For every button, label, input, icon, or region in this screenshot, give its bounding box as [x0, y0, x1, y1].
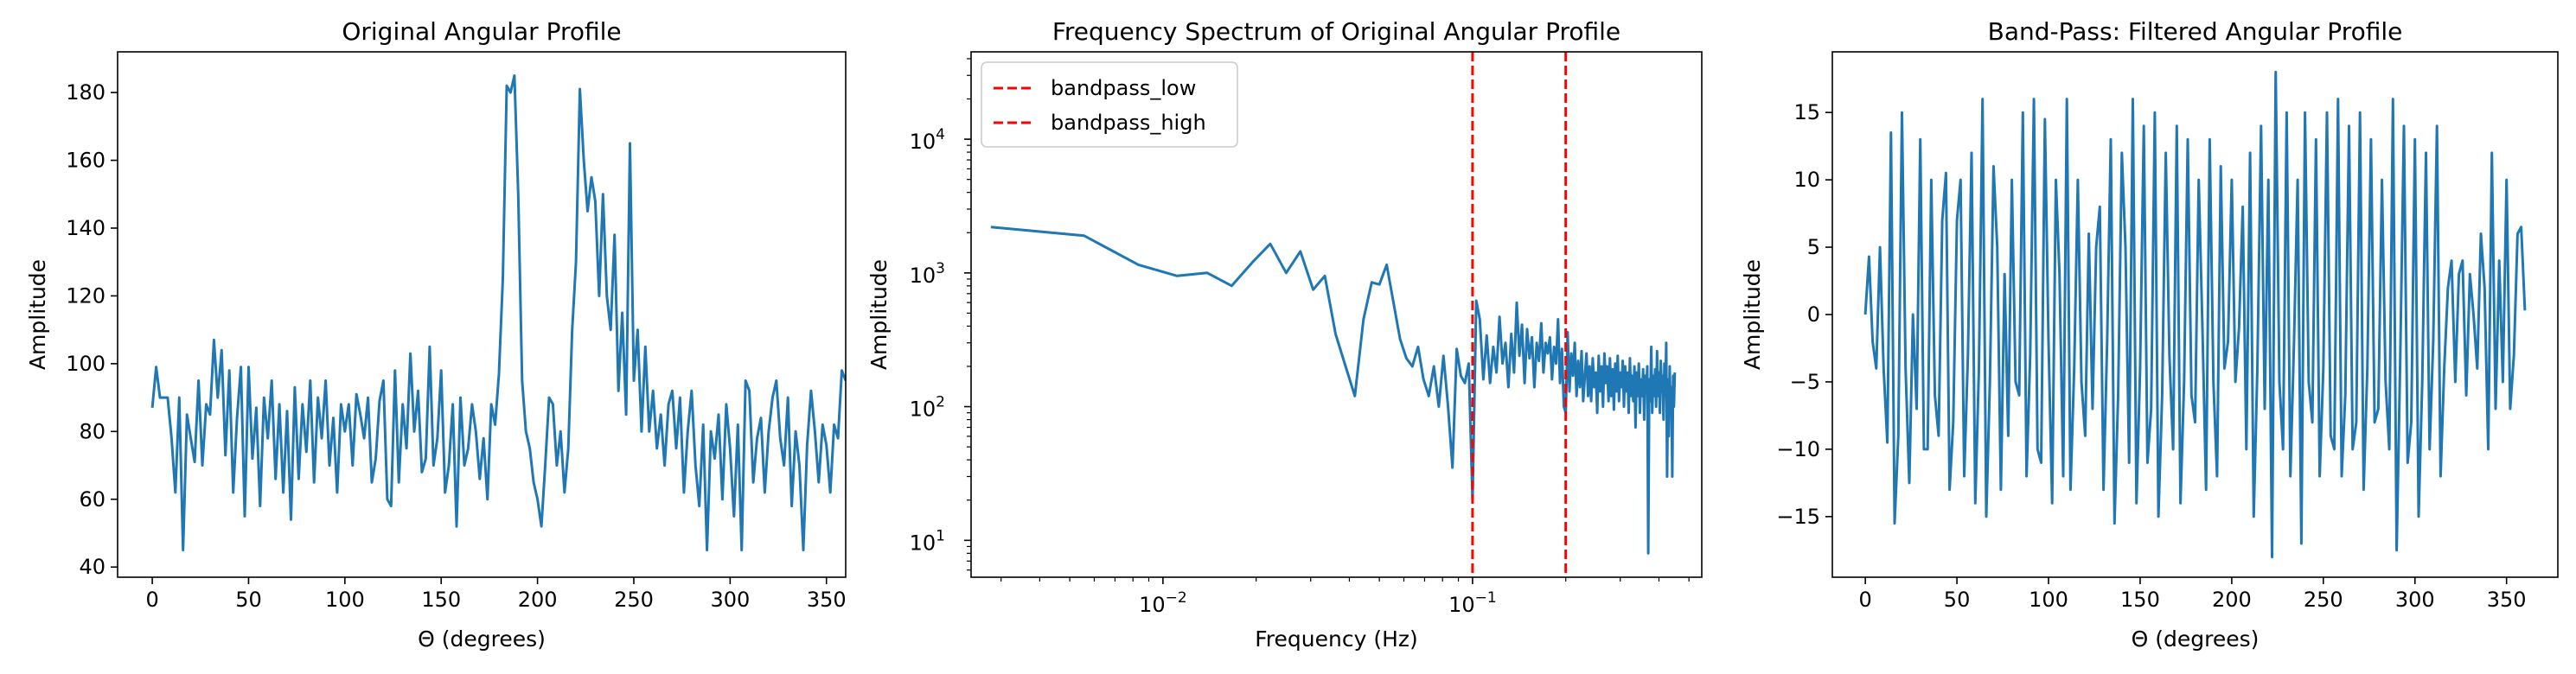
x-tick-label: 200: [2212, 588, 2252, 612]
y-tick-label: −10: [1776, 437, 1820, 461]
y-tick-label-exponent: 2: [936, 394, 945, 411]
x-tick-label: 350: [2487, 588, 2527, 612]
x-tick-label: 200: [518, 588, 558, 612]
y-axis-label: Amplitude: [866, 259, 892, 370]
y-tick-label: 60: [79, 487, 105, 512]
y-tick-label: 160: [66, 149, 105, 173]
y-tick-label-base: 10: [910, 531, 936, 555]
y-tick-label: 103: [910, 260, 945, 288]
y-tick-label-base: 10: [910, 264, 936, 288]
y-tick-label: −15: [1776, 505, 1820, 529]
y-tick-label: 5: [1807, 235, 1820, 259]
x-tick-label: 150: [421, 588, 461, 612]
legend-box: [981, 61, 1238, 148]
y-tick-label: 101: [910, 527, 945, 555]
y-tick-label: 100: [66, 352, 105, 376]
x-tick-label: 300: [2395, 588, 2435, 612]
x-tick-label: 100: [325, 588, 365, 612]
x-axis-label: Θ (degrees): [2132, 626, 2260, 652]
y-tick-label: 102: [910, 394, 945, 422]
legend: bandpass_low bandpass_high: [981, 61, 1238, 148]
x-tick-label-base: 10: [1139, 593, 1166, 617]
x-tick-label: 50: [1944, 588, 1971, 612]
y-tick-label-base: 10: [910, 130, 936, 154]
y-tick-label: 104: [910, 126, 945, 154]
chart-title: Frequency Spectrum of Original Angular P…: [1052, 17, 1620, 46]
y-tick-label-exponent: 3: [936, 260, 945, 277]
axes-frame: [117, 51, 847, 578]
x-tick-label: 10−2: [1139, 589, 1187, 617]
x-tick-label: 300: [710, 588, 750, 612]
x-tick-label-exponent: −1: [1475, 589, 1497, 607]
y-axis-label: Amplitude: [1740, 259, 1765, 370]
y-tick-label-exponent: 1: [936, 527, 945, 544]
y-tick-label: 0: [1807, 302, 1820, 327]
axes-frame: [970, 51, 1703, 578]
y-tick-label: 180: [66, 80, 105, 105]
y-tick-label: 10: [1793, 168, 1820, 192]
legend-label: bandpass_high: [1051, 111, 1206, 135]
y-tick-label-base: 10: [910, 397, 936, 422]
x-tick-label: 250: [614, 588, 654, 612]
series-line-1: [1863, 70, 2527, 559]
y-tick-label-exponent: 4: [936, 126, 945, 143]
x-tick-label: 250: [2304, 588, 2343, 612]
y-axis-label: Amplitude: [25, 259, 50, 370]
legend-label: bandpass_low: [1051, 76, 1196, 100]
x-tick-label: 0: [1858, 588, 1871, 612]
x-tick-label: 10−1: [1448, 589, 1497, 617]
chart-title: Original Angular Profile: [342, 17, 621, 46]
x-tick-label: 0: [145, 588, 158, 612]
series-line-1: [150, 74, 846, 552]
series-line-1: [990, 226, 1677, 555]
y-tick-label: −5: [1790, 370, 1820, 394]
chart-panel-1: Original Angular Profile 0 50 100 150 200 250 3…: [25, 17, 847, 652]
y-tick-label: 40: [79, 555, 105, 579]
x-tick-label: 150: [2120, 588, 2160, 612]
x-tick-label-exponent: −2: [1166, 589, 1187, 607]
x-tick-label-base: 10: [1448, 593, 1475, 617]
x-axis-label: Θ (degrees): [418, 626, 546, 652]
y-tick-label: 120: [66, 283, 105, 308]
y-tick-label: 140: [66, 216, 105, 240]
x-tick-label: 100: [2029, 588, 2068, 612]
chart-title: Band-Pass: Filtered Angular Profile: [1988, 17, 2403, 46]
y-tick-label: 80: [79, 419, 105, 443]
chart-panel-2: Frequency Spectrum of Original Angular P…: [866, 17, 1703, 652]
x-tick-label: 350: [807, 588, 847, 612]
x-axis-label: Frequency (Hz): [1255, 626, 1418, 652]
y-tick-label: 15: [1793, 100, 1820, 124]
x-tick-label: 50: [235, 588, 262, 612]
